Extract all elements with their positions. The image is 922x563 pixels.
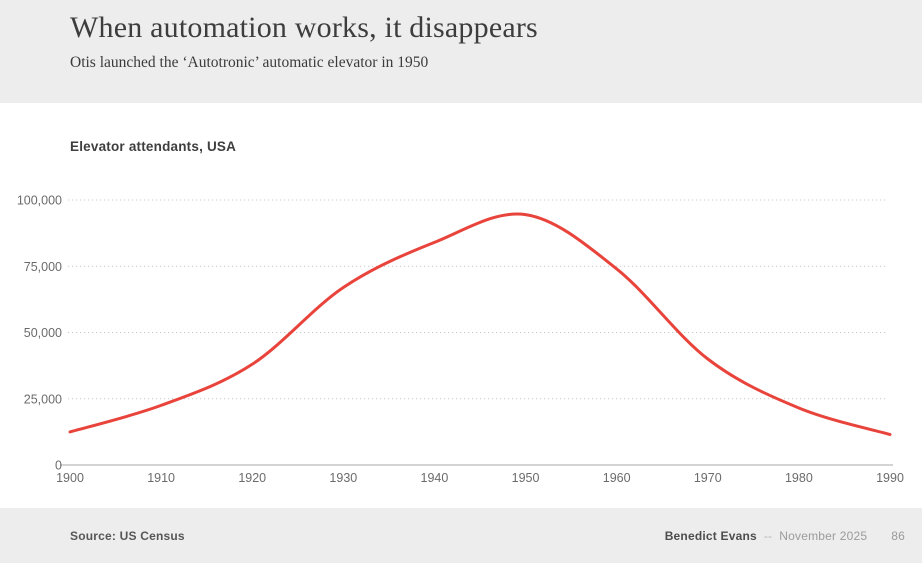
x-tick-label: 1900: [56, 471, 84, 485]
header-band: When automation works, it disappears Oti…: [0, 0, 922, 103]
y-tick-label: 25,000: [24, 392, 62, 406]
chart-area: Elevator attendants, USA 0 25,000 50,000 75…: [0, 103, 922, 508]
x-tick-label: 1990: [876, 471, 904, 485]
date-label: November 2025: [779, 528, 868, 543]
y-tick-label: 50,000: [24, 326, 62, 340]
source-label: Source: US Census: [70, 528, 185, 543]
slide-title: When automation works, it disappears: [70, 11, 538, 44]
slide-subtitle: Otis launched the ‘Autotronic’ automatic…: [70, 54, 429, 71]
credits: Benedict Evans -- November 2025 86: [665, 508, 905, 563]
page-number: 86: [891, 528, 905, 543]
y-tick-label: 0: [55, 459, 62, 473]
x-tick-label: 1980: [785, 471, 813, 485]
separator-dashes: --: [763, 528, 773, 543]
y-tick-label: 75,000: [24, 260, 62, 274]
y-tick-label: 100,000: [17, 194, 62, 208]
x-tick-label: 1930: [329, 471, 357, 485]
author-label: Benedict Evans: [664, 528, 757, 543]
data-line: [68, 212, 892, 436]
x-tick-label: 1960: [603, 471, 631, 485]
x-tick-label: 1950: [512, 471, 540, 485]
line-chart: 0 25,000 50,000 75,000 100,000 1900 1910 1920 19…: [17, 194, 904, 486]
footer-band: Source: US Census Benedict Evans -- Nove…: [0, 508, 922, 563]
x-tick-label: 1910: [147, 471, 175, 485]
chart-title: Elevator attendants, USA: [70, 139, 237, 154]
x-tick-label: 1920: [238, 471, 266, 485]
x-tick-label: 1940: [421, 471, 449, 485]
x-tick-label: 1970: [694, 471, 722, 485]
